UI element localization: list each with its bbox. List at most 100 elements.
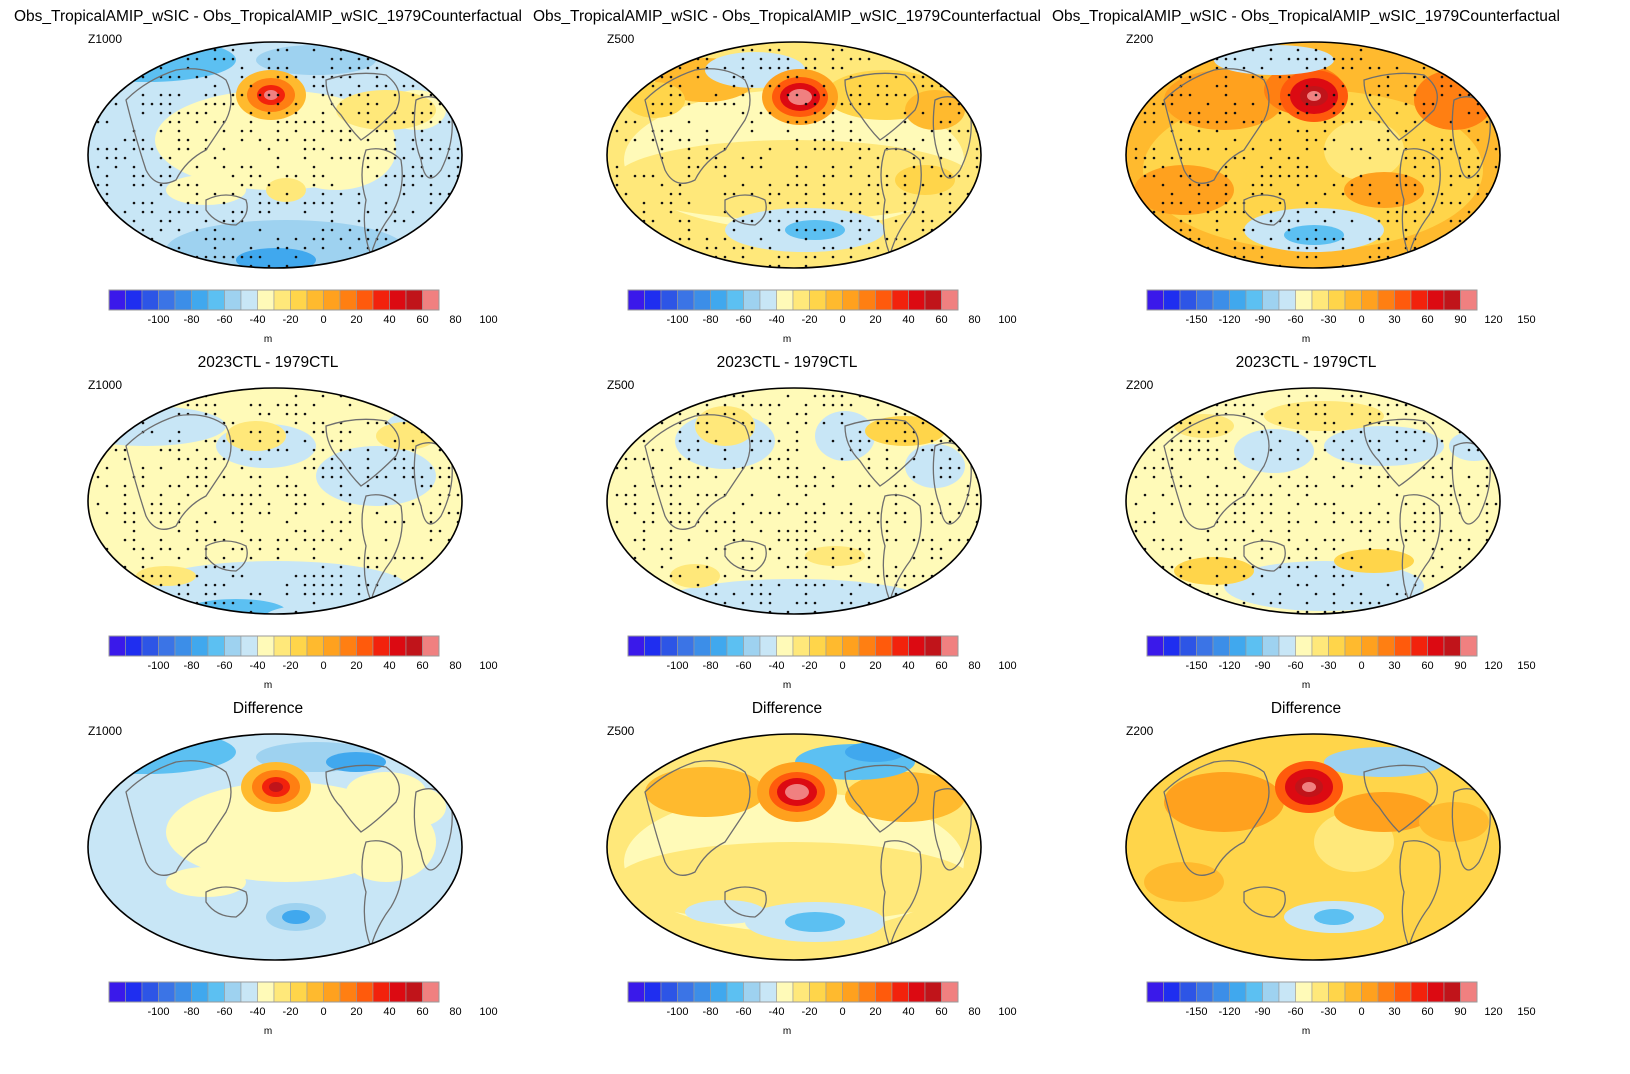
colorbar-swatch [224, 981, 242, 1003]
colorbar-swatch [875, 635, 893, 657]
colorbar-tick-label: 150 [1517, 660, 1535, 672]
colorbar-swatch [677, 289, 695, 311]
colorbar-swatch [191, 289, 209, 311]
colorbar-swatch [306, 635, 324, 657]
colorbar-tick-label: -150 [1185, 314, 1207, 326]
map-panel: 2023CTL - 1979CTL Z500 -100 -80 -60 -40 -20 0 20… [527, 346, 1047, 691]
colorbar-swatch [759, 289, 777, 311]
colorbar-frame [627, 981, 959, 1003]
colorbar-tick-label: 0 [1358, 660, 1364, 672]
colorbar-swatch [240, 289, 258, 311]
colorbar-tick-label: 20 [350, 314, 362, 326]
global-map [87, 41, 463, 269]
field-contour [1164, 70, 1284, 130]
colorbar-swatch [1344, 289, 1362, 311]
colorbar-swatch [306, 289, 324, 311]
colorbar-swatch [1427, 635, 1445, 657]
panel-title: Difference [232, 700, 304, 717]
map-border [87, 733, 463, 961]
colorbar-swatch [1212, 289, 1230, 311]
colorbar-swatch [710, 635, 728, 657]
colorbar-swatch [1262, 289, 1280, 311]
colorbar-tick-label: -60 [736, 660, 752, 672]
panel-title: 2023CTL - 1979CTL [1235, 354, 1377, 371]
colorbar-swatch [1377, 981, 1395, 1003]
colorbar-tick-label: 0 [839, 1006, 845, 1018]
field-contour [614, 140, 974, 220]
colorbar-swatch [1443, 981, 1461, 1003]
colorbar-tick-label: 80 [449, 660, 461, 672]
panel-variable-label: Z1000 [88, 32, 123, 46]
colorbar-tick-label: -80 [703, 660, 719, 672]
colorbar-tick-label: -60 [217, 1006, 233, 1018]
colorbar: -150 -120 -90 -60 -30 0 30 60 90 120 150 [1146, 289, 1536, 326]
colorbar-tick-label: 0 [320, 660, 326, 672]
colorbar-swatch [792, 981, 810, 1003]
colorbar-tick-label: -60 [1288, 660, 1304, 672]
colorbar-swatch [158, 289, 176, 311]
colorbar-swatch [356, 981, 374, 1003]
colorbar-tick-label: 60 [1421, 660, 1433, 672]
colorbar-swatch [842, 289, 860, 311]
colorbar-swatch [792, 635, 810, 657]
panel-title: Difference [751, 700, 823, 717]
colorbar-swatch [405, 289, 423, 311]
colorbar: -100 -80 -60 -40 -20 0 20 40 60 80 100 [108, 289, 498, 326]
colorbar-swatch [809, 289, 827, 311]
colorbar-tick-label: 100 [998, 314, 1016, 326]
colorbar-unit: m [782, 680, 792, 691]
colorbar-swatch [1344, 981, 1362, 1003]
field-contour [336, 90, 436, 130]
colorbar-swatch [1460, 981, 1478, 1003]
field-contour [625, 82, 685, 118]
field-contour [670, 564, 720, 588]
field-contour [895, 165, 955, 195]
panel-variable-label: Z500 [607, 378, 635, 392]
colorbar-swatch [174, 289, 192, 311]
colorbar-tick-label: 120 [1484, 314, 1502, 326]
colorbar-swatch [141, 981, 159, 1003]
colorbar-swatch [1311, 981, 1329, 1003]
field-contour [282, 910, 310, 924]
colorbar-swatch [158, 635, 176, 657]
colorbar-tick-label: -120 [1218, 314, 1240, 326]
colorbar-frame [108, 289, 440, 311]
colorbar-swatch [191, 635, 209, 657]
colorbar-tick-label: -20 [283, 314, 299, 326]
colorbar-tick-label: -120 [1218, 1006, 1240, 1018]
colorbar-tick-label: -100 [666, 314, 688, 326]
colorbar-unit: m [263, 1026, 273, 1037]
colorbar-swatch [1179, 635, 1197, 657]
colorbar-tick-label: -100 [147, 1006, 169, 1018]
colorbar-swatch [141, 635, 159, 657]
field-contour [276, 110, 396, 190]
colorbar-tick-label: 100 [479, 314, 497, 326]
colorbar-tick-label: 30 [1388, 314, 1400, 326]
colorbar-swatch [1196, 981, 1214, 1003]
colorbar-tick-label: -120 [1218, 660, 1240, 672]
field-contour [1264, 401, 1384, 431]
colorbar-swatch [1146, 289, 1164, 311]
colorbar-tick-label: -80 [703, 1006, 719, 1018]
field-contour [1344, 172, 1424, 208]
colorbar-swatch [174, 981, 192, 1003]
field-contour [264, 90, 278, 100]
colorbar-swatch [207, 635, 225, 657]
field-contour [695, 406, 755, 446]
colorbar-swatch [257, 635, 275, 657]
colorbar-swatch [1278, 635, 1296, 657]
field-contour [226, 421, 286, 451]
colorbar-swatch [891, 635, 909, 657]
colorbar-swatch [1245, 289, 1263, 311]
panel-title: Obs_TropicalAMIP_wSIC - Obs_TropicalAMIP… [533, 8, 1041, 25]
colorbar-swatch [1295, 981, 1313, 1003]
panel-title: Difference [1270, 700, 1342, 717]
colorbar-tick-label: -80 [703, 314, 719, 326]
global-map [606, 733, 982, 961]
colorbar-tick-label: 20 [869, 660, 881, 672]
field-contour [1324, 120, 1404, 180]
colorbar-tick-label: 40 [902, 1006, 914, 1018]
map-border [606, 387, 982, 615]
colorbar-swatch [1377, 289, 1395, 311]
colorbar-tick-label: -100 [147, 660, 169, 672]
